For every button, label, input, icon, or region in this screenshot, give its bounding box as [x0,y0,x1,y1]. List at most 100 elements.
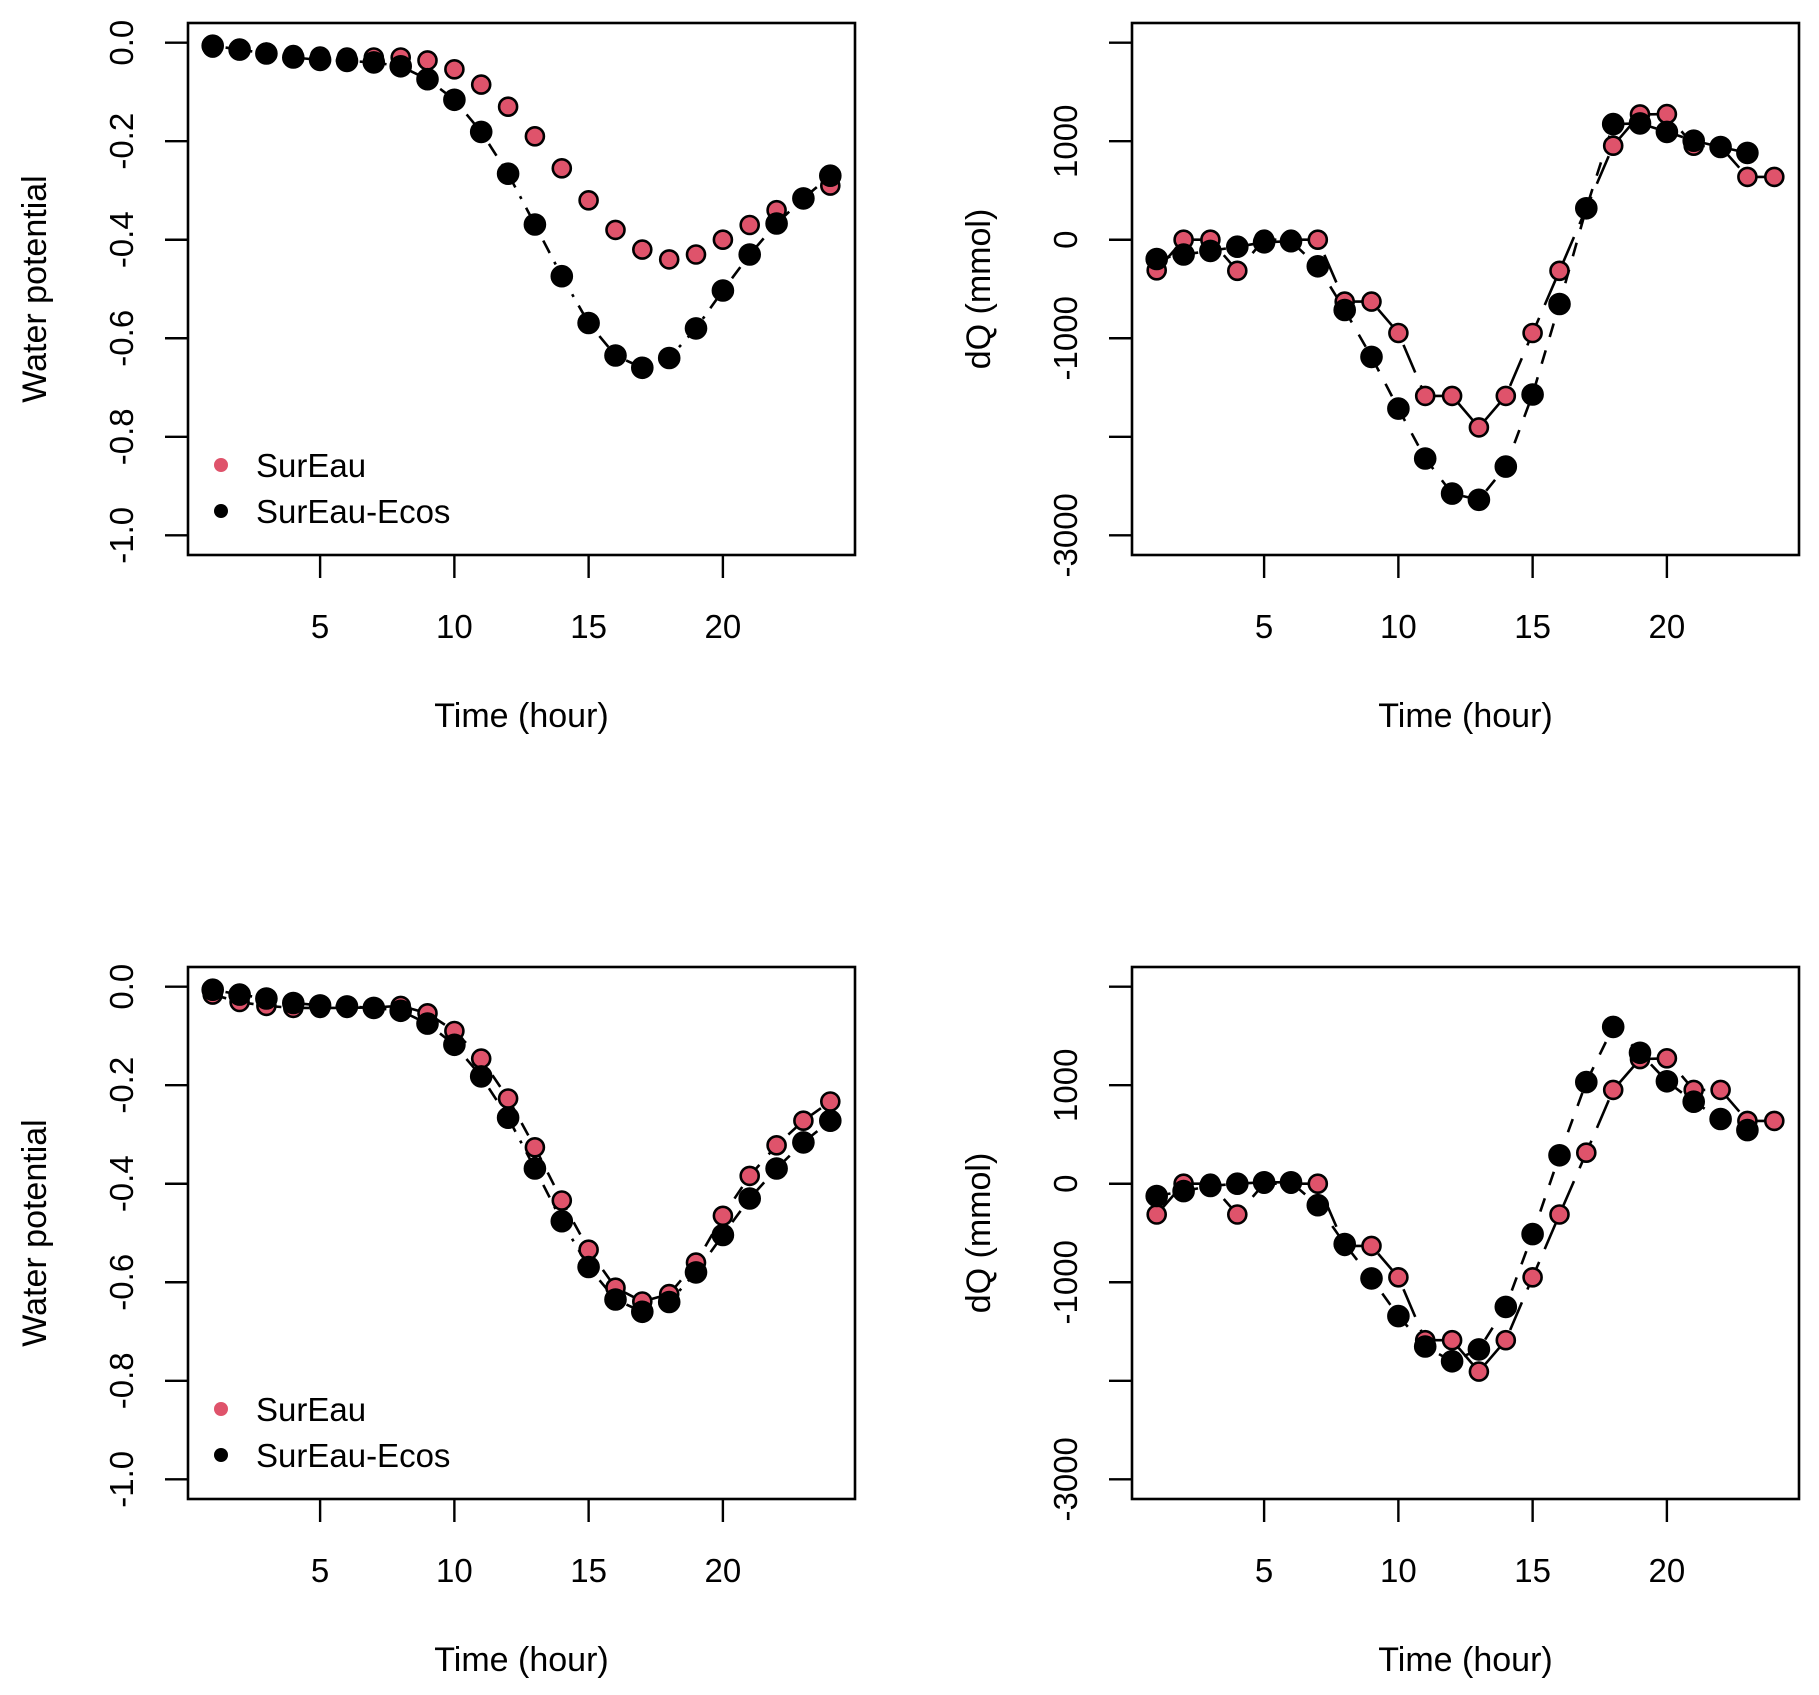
data-point [818,164,842,187]
y-tick-label: 0 [1047,1175,1084,1193]
data-point [1226,1172,1249,1195]
data-point [818,1109,842,1132]
data-point [1628,1041,1652,1065]
data-point [1360,1267,1383,1290]
data-point [1333,298,1356,322]
data-point [1145,1184,1168,1208]
data-point [524,1137,546,1158]
y-tick-label: -3000 [1047,493,1084,577]
y-tick-label: 1000 [1047,105,1084,178]
data-point [281,46,305,69]
data-point [1575,1070,1598,1094]
series-sureau [1146,103,1785,438]
y-tick-label: -0.6 [103,310,140,367]
data-point [335,49,359,73]
y-tick-label: -0.2 [103,113,140,170]
y-axis-label: Water potential [16,175,54,402]
x-tick-label: 15 [570,608,607,645]
data-point [739,1165,761,1187]
x-tick-label: 20 [1649,1552,1686,1589]
data-point [201,34,224,58]
legend-marker [214,1448,228,1462]
data-point [1227,1204,1248,1225]
data-point [578,190,599,211]
x-tick-label: 20 [705,1552,742,1589]
data-point [362,51,386,74]
y-tick-label: -0.8 [103,1352,140,1409]
x-axis-label: Time (hour) [434,697,608,735]
plot-frame [1130,965,1801,1501]
data-point [308,48,332,72]
data-point [604,344,627,367]
data-point [1549,1204,1570,1225]
data-point [1413,447,1437,470]
data-point [1764,1110,1785,1132]
y-tick-label: -3000 [1047,1437,1084,1521]
data-point [1414,385,1436,407]
data-point [1548,1144,1571,1167]
data-point [738,243,762,266]
legend-marker [214,458,228,472]
legend-marker [214,504,228,518]
data-point [605,219,626,241]
data-point [1576,1142,1597,1163]
data-point [469,120,493,144]
data-point [524,126,546,147]
y-tick-label: 0.0 [103,20,140,66]
series-line-sureau [212,993,832,1303]
x-tick-label: 10 [436,608,473,645]
data-point [1226,235,1249,258]
data-point [577,1255,600,1279]
data-point [1655,120,1679,144]
legend-label: SurEau [256,1391,366,1428]
panel-bottom-left: 5 10 15 20 0.0 -0.2 -0.4 -0.6 -0.8 -1.0 Time (hour… [16,964,857,1679]
data-point [1601,1015,1625,1039]
data-point [1764,166,1785,188]
data-point [1441,385,1463,407]
data-point [819,1091,841,1112]
data-point [1737,166,1758,188]
legend: SurEau SurEau-Ecos [214,1391,450,1474]
data-point [765,1157,788,1180]
data-point [1388,322,1409,344]
data-point [792,1131,815,1154]
y-tick-label: -0.4 [103,211,140,268]
series-line-sureau [1155,112,1775,430]
data-point [444,59,465,80]
series-sureau-ecos [201,978,842,1324]
data-point [1521,383,1544,406]
data-point [766,1135,787,1156]
data-point [1279,229,1303,253]
data-point [712,229,734,250]
data-point [470,74,492,95]
y-axis-label: dQ (mmol) [960,209,998,370]
data-point [1172,1179,1195,1203]
data-point [1682,129,1705,152]
data-point [1495,385,1517,407]
data-point [1736,1118,1759,1142]
data-point [739,214,761,236]
y-tick-label: 0.0 [103,964,140,1010]
data-point [1307,229,1329,250]
data-point [1709,135,1732,159]
legend-label: SurEau-Ecos [256,1437,450,1474]
legend-marker [214,1402,228,1416]
data-point [1709,1107,1732,1131]
plot-frame [186,965,857,1501]
data-point [550,1209,574,1233]
series-sureau-ecos [1145,112,1759,512]
data-point [551,1190,573,1211]
data-point [1441,1329,1463,1351]
x-axis-label: Time (hour) [1378,1641,1552,1679]
data-point [711,1223,735,1247]
data-point [1655,1070,1679,1093]
data-point [1227,260,1248,282]
data-point [1601,112,1625,136]
y-tick-label: 1000 [1047,1049,1084,1122]
data-point [1279,1171,1303,1194]
data-point [523,1157,547,1180]
data-point [1333,1232,1356,1256]
data-point [255,42,278,65]
data-point [1549,260,1570,282]
data-point [792,187,815,210]
